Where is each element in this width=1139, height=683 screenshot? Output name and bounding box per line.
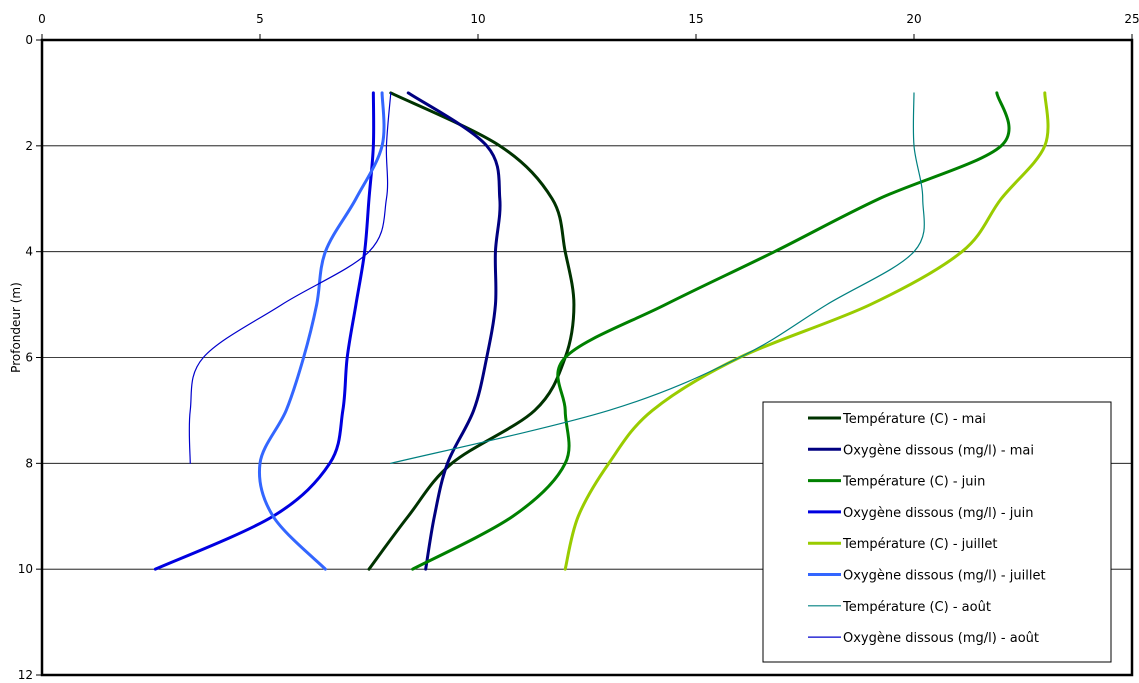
y-axis: 0 2 4 6 8 10 12 — [18, 33, 42, 682]
legend-label-3: Température (C) - juin — [842, 475, 985, 490]
y-tick-label-10: 10 — [18, 562, 33, 576]
gridlines — [42, 145, 1132, 570]
x-tick-label-5: 5 — [256, 12, 264, 26]
y-tick-label-2: 2 — [25, 139, 33, 153]
y-tick-label-12: 12 — [18, 668, 33, 682]
legend-entry-2: Oxygène dissous (mg/l) - mai — [808, 443, 1034, 458]
legend-entry-4: Oxygène dissous (mg/l) - juin — [808, 506, 1033, 521]
x-axis: 0 5 10 15 20 25 — [38, 12, 1139, 40]
legend-label-8: Oxygène dissous (mg/l) - août — [843, 631, 1039, 646]
legend-entry-6: Oxygène dissous (mg/l) - juillet — [808, 569, 1046, 584]
x-tick-label-25: 25 — [1124, 12, 1139, 26]
legend-entry-7: Température (C) - août — [808, 600, 991, 615]
x-tick-label-10: 10 — [470, 12, 485, 26]
legend-entry-8: Oxygène dissous (mg/l) - août — [808, 631, 1039, 646]
series-line-8 — [188, 92, 392, 464]
series-line-7 — [390, 92, 925, 464]
legend-label-7: Température (C) - août — [842, 600, 991, 615]
legend-entry-3: Température (C) - juin — [808, 475, 985, 490]
x-tick-label-0: 0 — [38, 12, 46, 26]
legend-label-1: Température (C) - mai — [842, 412, 986, 427]
series-line-3 — [411, 91, 1011, 571]
legend-label-5: Température (C) - juillet — [842, 537, 997, 552]
legend-entry-1: Température (C) - mai — [808, 412, 986, 427]
legend-label-6: Oxygène dissous (mg/l) - juillet — [843, 569, 1046, 584]
y-tick-label-0: 0 — [25, 33, 33, 47]
series-line-2 — [406, 91, 502, 571]
y-tick-label-8: 8 — [25, 456, 33, 470]
series-line-5 — [563, 91, 1050, 571]
y-tick-label-6: 6 — [25, 351, 33, 365]
x-tick-label-20: 20 — [906, 12, 921, 26]
y-tick-label-4: 4 — [25, 245, 33, 259]
y-axis-title: Profondeur (m) — [9, 282, 23, 373]
series-line-6 — [257, 91, 386, 571]
series-lines — [153, 91, 1050, 571]
legend-label-2: Oxygène dissous (mg/l) - mai — [843, 443, 1034, 458]
legend-entry-5: Température (C) - juillet — [808, 537, 997, 552]
legend-box — [762, 401, 1112, 663]
legend-label-4: Oxygène dissous (mg/l) - juin — [843, 506, 1033, 521]
series-line-4 — [153, 91, 376, 571]
x-tick-label-15: 15 — [688, 12, 703, 26]
legend: Température (C) - mai Oxygène dissous (mg… — [762, 401, 1112, 663]
series-line-1 — [367, 91, 576, 571]
